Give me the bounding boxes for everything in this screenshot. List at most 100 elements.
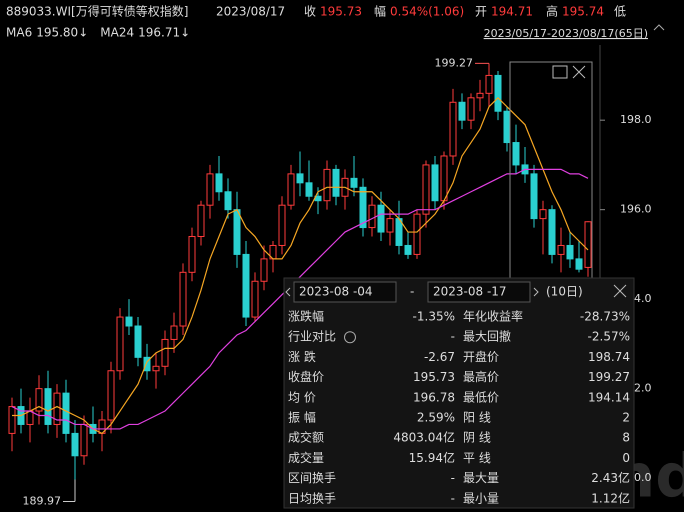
candle-body [440,155,448,202]
candle-body [206,173,214,206]
candle-body [107,370,115,421]
stat-value: 194.14 [588,390,630,404]
stat-label: 振 幅 [288,410,316,425]
candle-body [224,191,232,211]
candle-body [449,101,457,157]
candle-body [296,173,304,184]
candle-body [359,186,367,229]
candle-body [116,316,124,372]
prev-icon[interactable] [285,287,291,297]
candle-body [386,218,394,233]
candle-body [548,209,556,255]
candle-body [539,209,547,220]
stat-value: 2 [622,411,630,425]
close-icon[interactable] [572,65,586,79]
stat-value: 8 [622,431,630,445]
stat-label: 均 价 [288,390,316,404]
candle-body [179,271,187,327]
value: 195.73 [320,5,362,19]
header: 889033.WI[万得可转债等权指数] 2023/08/17 收 195.73… [6,4,665,40]
candle-body [35,388,43,412]
stat-label: 最小量 [463,491,499,505]
candle-body [584,221,592,268]
candle-body [467,97,475,121]
stat-value: 0 [622,451,630,465]
stat-label: 区间换手 [288,471,336,485]
candle-body [44,388,52,425]
stat-value: 15.94亿 [409,450,455,465]
date: 2023/08/17 [216,5,285,19]
stat-label: 最大量 [463,471,499,485]
candle-body [323,168,331,202]
stat-label: 最低价 [463,390,499,404]
candle-body [8,406,16,434]
legend-name: MA24 [100,26,134,40]
candle-body [188,236,196,273]
maximize-icon[interactable] [552,65,568,79]
candle-body [80,423,88,457]
candle-body [53,392,61,425]
candle-body [377,204,385,233]
stats-panel: 2023-08 -04 - 2023-08 -17 (10日) 涨跌幅 -1.35… [283,277,635,509]
stat-value: 199.27 [588,370,630,384]
candle-body [71,432,79,457]
candle-body [503,110,511,144]
candle-body [476,92,484,99]
value: 194.71 [491,5,533,19]
y-tick-label: 196.0 [620,203,652,216]
stat-value: -2.57% [588,330,630,344]
candle-body [242,253,250,318]
stat-value: 2.43亿 [591,470,630,485]
stat-label: 成交量 [288,450,324,465]
stat-value: 196.78 [413,390,455,404]
label: 低 [614,5,626,19]
collapse-icon[interactable] [653,24,665,31]
stat-value: -2.67 [424,350,455,364]
candle-body [287,173,295,206]
stat-label: 阴 线 [463,431,491,445]
candle-body [143,356,151,372]
label: 高 [546,4,558,19]
candle-body [557,244,565,255]
candle-body [62,392,70,434]
separator: - [410,285,414,299]
stat-value: 198.74 [588,350,630,364]
stat-label: 阳 线 [463,411,491,425]
candle-body [125,316,133,327]
candle-body [404,244,412,255]
legend-name: MA6 [6,26,32,40]
next-icon[interactable] [533,287,539,297]
stat-value: - [451,491,455,505]
candle-body [161,338,169,367]
end-date: 2023-08 -17 [433,285,507,299]
stat-label: 成交额 [288,430,324,445]
days: (10日) [546,285,583,299]
candle-body [26,410,34,425]
candle-body [170,325,178,340]
candle-body [251,280,259,318]
candle-body [215,173,223,193]
candle-body [332,168,340,197]
stat-label: 涨跌幅 [288,309,324,324]
close-icon[interactable] [613,284,627,298]
candle-body [530,173,538,220]
date-input[interactable] [427,281,531,303]
stat-value: - [451,330,455,344]
panel-bg [283,277,635,509]
stat-label: 行业对比 [288,330,336,344]
candle-body [512,142,520,166]
candle-body [485,74,493,94]
stat-label: 平 线 [463,451,491,465]
candle-body [566,244,574,260]
candle-body [494,74,502,112]
date-input[interactable] [293,281,397,303]
candle-body [197,204,205,238]
candle-body [431,164,439,202]
stat-label: 年化收益率 [463,309,523,324]
help-icon[interactable] [344,331,356,344]
candle-body [233,209,241,255]
stat-label: 日均换手 [288,491,336,505]
ma-line [12,96,589,435]
stat-value: 1.12亿 [591,490,630,505]
